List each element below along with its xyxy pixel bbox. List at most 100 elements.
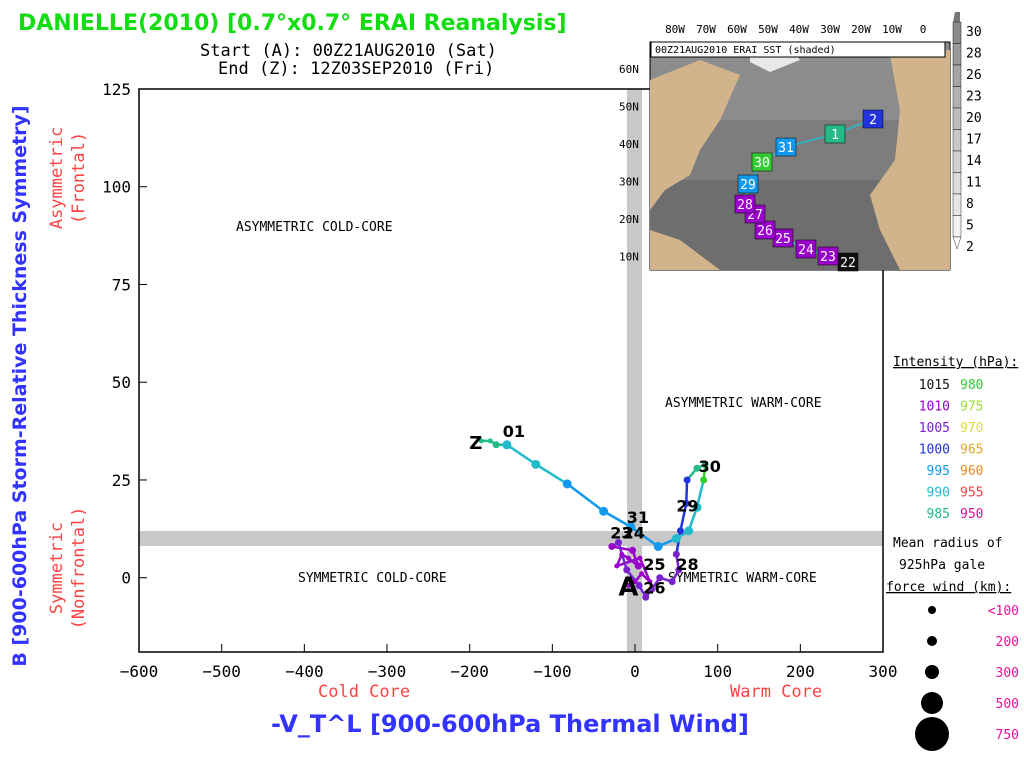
x-tick-label: −500 [202,662,241,681]
colorbar-cell [952,129,962,152]
intensity-legend-right: 960 [960,464,983,479]
intensity-legend-left: 995 [927,464,950,479]
inset-day-label: 28 [737,198,753,213]
y-axis-title: B [900-600hPa Storm-Relative Thickness S… [9,105,31,666]
quadrant-asymmetric-cold-core: ASYMMETRIC COLD-CORE [236,220,393,235]
track-point [492,441,500,449]
inset-lat-label: 60N [619,63,639,76]
day-label: 25 [643,555,665,574]
day-label: 24 [623,524,645,543]
intensity-legend-right: 975 [960,400,983,415]
track-point [502,440,512,450]
colorbar-cell [952,43,962,66]
track-point [562,479,572,489]
intensity-legend-left: 1000 [919,443,950,458]
colorbar-label: 14 [966,154,982,169]
track-point [692,502,702,512]
track-point [625,555,631,561]
colorbar-label: 17 [966,133,982,148]
day-label: 26 [643,578,665,597]
inset-north-america [650,60,740,210]
track-point [676,527,684,535]
day-label: 29 [676,496,698,515]
radius-legend-label: 300 [996,666,1019,681]
track-point [683,476,691,484]
day-label: 23 [610,524,632,543]
inset-day-box [817,246,839,266]
track-point [672,550,680,558]
track-point [478,438,484,444]
inset-day-label: 29 [740,178,756,193]
intensity-legend-left: 1015 [919,378,950,393]
colorbar-label: 5 [966,219,974,234]
inset-day-box [862,109,884,129]
colorbar-label: 30 [966,25,982,40]
inset-day-box [775,137,797,157]
colorbar-cell [952,215,962,238]
horizontal-neutral-band [139,531,883,546]
start-time: Start (A): 00Z21AUG2010 (Sat) [200,41,497,61]
inset-lat-label: 50N [619,101,639,114]
inset-lat-labels: 60N 50N 40N 30N 20N 10N [619,63,639,264]
plot-frame [138,88,884,653]
inset-day-label: 30 [754,156,770,171]
colorbar-label: 11 [966,176,982,191]
inset-day-label: 1 [831,128,839,143]
x-axis-title: -V_T^L [900-600hPa Thermal Wind] [271,710,749,738]
y-tick-label: 0 [121,569,131,588]
colorbar-cell [952,21,962,44]
intensity-legend-right: 965 [960,443,983,458]
inset-lon-label: 70W [696,23,716,36]
inset-lon-label: 50W [758,23,778,36]
intensity-legend-right: 980 [960,378,983,393]
track-point [629,546,637,554]
track-point [599,506,609,516]
track-point [700,476,708,484]
inset-europe-africa [870,50,950,270]
x-tick-label: −300 [368,662,407,681]
cyclone-track: AZ [469,433,709,603]
track-point [614,539,622,547]
x-tick-label: 200 [786,662,815,681]
track-point [675,566,683,574]
track-segment [685,479,689,504]
inset-day-label: 26 [757,224,773,239]
inset-day-label: 25 [775,232,791,247]
radius-legend-title-2: 925hPa gale [899,558,985,573]
track-segment [506,443,537,466]
radius-legend: <100 200 300 500 750 [915,604,1019,751]
inset-map: 00Z21AUG2010 ERAI SST (shaded) 80W 70W 60W… [619,12,982,272]
track-point [608,542,616,550]
track-point [693,464,701,472]
x-tick-label: −100 [533,662,572,681]
intensity-legend-right: 970 [960,421,983,436]
track-point [701,460,709,468]
inset-lat-label: 40N [619,138,639,151]
track-segment [695,479,705,508]
nonfrontal-label: (Nonfrontal) [69,507,89,630]
colorbar-cell [952,150,962,173]
intensity-legend-title: Intensity (hPa): [893,355,1018,370]
inset-day-box [824,124,846,144]
day-label: 30 [699,457,721,476]
day-label: 28 [676,555,698,574]
x-tick-label: −400 [285,662,324,681]
y-tick-label: 25 [112,471,131,490]
cold-core-label: Cold Core [318,682,410,702]
intensity-legend-left: 985 [927,507,950,522]
quadrant-symmetric-cold-core: SYMMETRIC COLD-CORE [298,571,447,586]
radius-legend-dot [915,717,949,751]
inset-day-label: 24 [798,243,814,258]
x-tick-label: −600 [120,662,159,681]
end-marker: Z [469,433,482,454]
track-point [642,593,650,601]
asymmetric-label: Asymmetric [47,127,67,229]
intensity-legend: 1015 980 1010 975 1005 970 1000 965 995 960 990 955… [919,378,984,522]
radius-legend-title-3: force wind (km): [886,580,1011,595]
warm-core-label: Warm Core [730,682,822,702]
colorbar-cell [952,86,962,109]
quadrant-symmetric-warm-core: SYMMETRIC WARM-CORE [668,571,817,586]
colorbar-label: 8 [966,197,974,212]
